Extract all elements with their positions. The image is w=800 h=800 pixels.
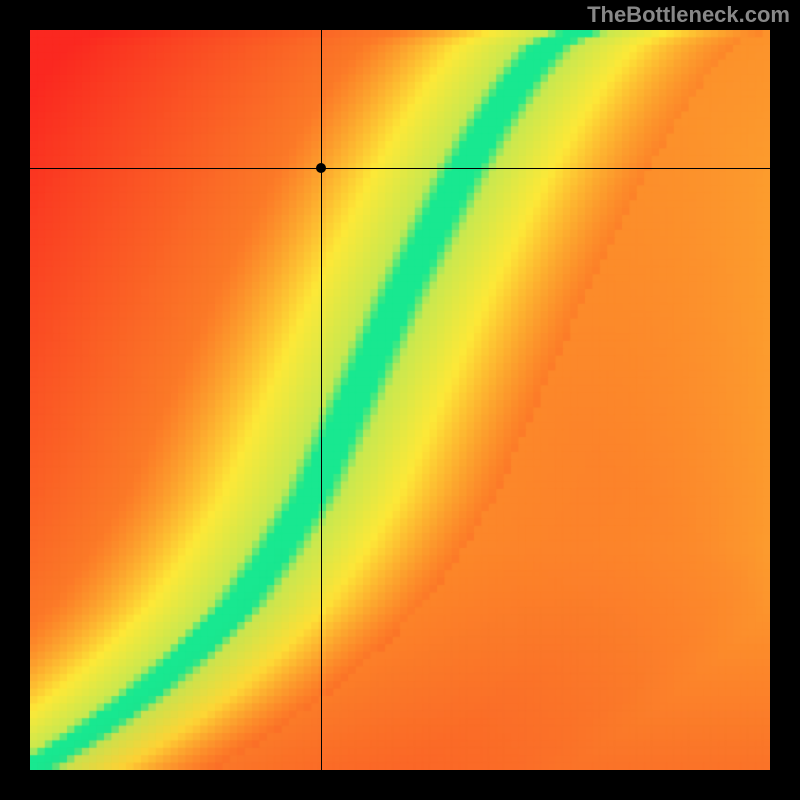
chart-container: TheBottleneck.com (0, 0, 800, 800)
chart-area (30, 30, 770, 770)
crosshair-vertical (321, 30, 322, 770)
watermark-text: TheBottleneck.com (587, 2, 790, 28)
crosshair-horizontal (30, 168, 770, 169)
heatmap-canvas (30, 30, 770, 770)
crosshair-dot (316, 163, 326, 173)
